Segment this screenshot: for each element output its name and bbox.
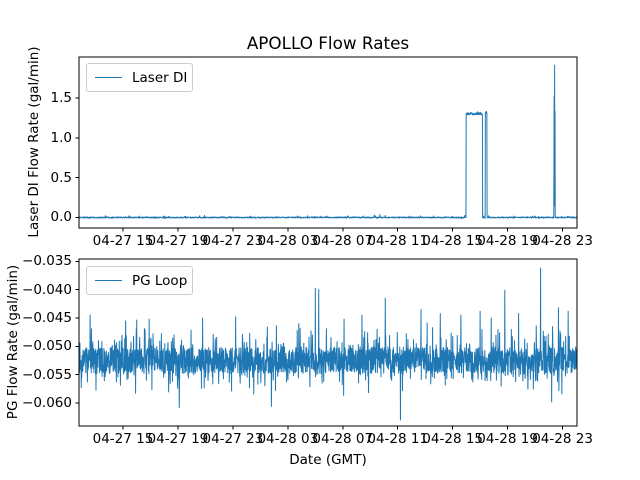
- legend-line-sample-icon: [95, 77, 122, 78]
- x-tick-label: 04-27 15: [92, 233, 154, 249]
- bottom-y-axis-label: PG Flow Rate (gal/min): [5, 264, 21, 420]
- axes-frame: [78, 258, 578, 427]
- legend-laser-di: Laser DI: [86, 63, 193, 92]
- x-tick-label: 04-28 19: [477, 431, 538, 447]
- x-tick-label: 04-27 23: [202, 233, 264, 249]
- series-line-laser-di: [78, 64, 578, 220]
- axes-frame: [78, 56, 578, 229]
- y-tick-label: −0.045: [22, 309, 72, 326]
- x-axis-label: Date (GMT): [289, 452, 367, 468]
- x-tick-label: 04-28 07: [312, 233, 374, 249]
- x-tick-label: 04-28 03: [257, 431, 319, 447]
- x-tick-label: 04-28 11: [367, 431, 429, 447]
- x-tick-label: 04-28 11: [367, 233, 429, 249]
- y-tick-label: 0.5: [50, 169, 72, 186]
- legend-pg-loop: PG Loop: [86, 266, 193, 295]
- legend-line-sample-icon: [95, 280, 122, 281]
- x-tick-label: 04-28 19: [477, 233, 538, 249]
- y-tick-label: −0.035: [22, 253, 72, 270]
- y-tick-label: −0.060: [22, 394, 72, 411]
- y-tick-label: −0.055: [22, 366, 72, 383]
- y-tick-label: −0.040: [22, 281, 72, 298]
- legend-label-laser-di: Laser DI: [132, 69, 188, 86]
- series-line-pg-loop: [78, 267, 578, 421]
- legend-label-pg-loop: PG Loop: [132, 272, 188, 289]
- x-tick-label: 04-28 23: [532, 431, 593, 447]
- x-tick-label: 04-28 15: [422, 233, 484, 249]
- x-tick-label: 04-28 15: [422, 431, 484, 447]
- x-tick-label: 04-28 03: [257, 233, 319, 249]
- y-tick-label: −0.050: [22, 338, 72, 355]
- chart-title: APOLLO Flow Rates: [246, 33, 410, 53]
- y-tick-label: 0.0: [50, 209, 72, 226]
- y-tick-label: 1.5: [50, 89, 72, 106]
- y-tick-label: 1.0: [50, 129, 72, 146]
- top-y-axis-label: Laser DI Flow Rate (gal/min): [26, 46, 42, 238]
- x-tick-label: 04-27 23: [202, 431, 264, 447]
- x-tick-label: 04-28 07: [312, 431, 374, 447]
- x-tick-label: 04-27 19: [147, 233, 209, 249]
- x-tick-label: 04-28 23: [532, 233, 593, 249]
- x-tick-label: 04-27 15: [92, 431, 154, 447]
- x-tick-label: 04-27 19: [147, 431, 209, 447]
